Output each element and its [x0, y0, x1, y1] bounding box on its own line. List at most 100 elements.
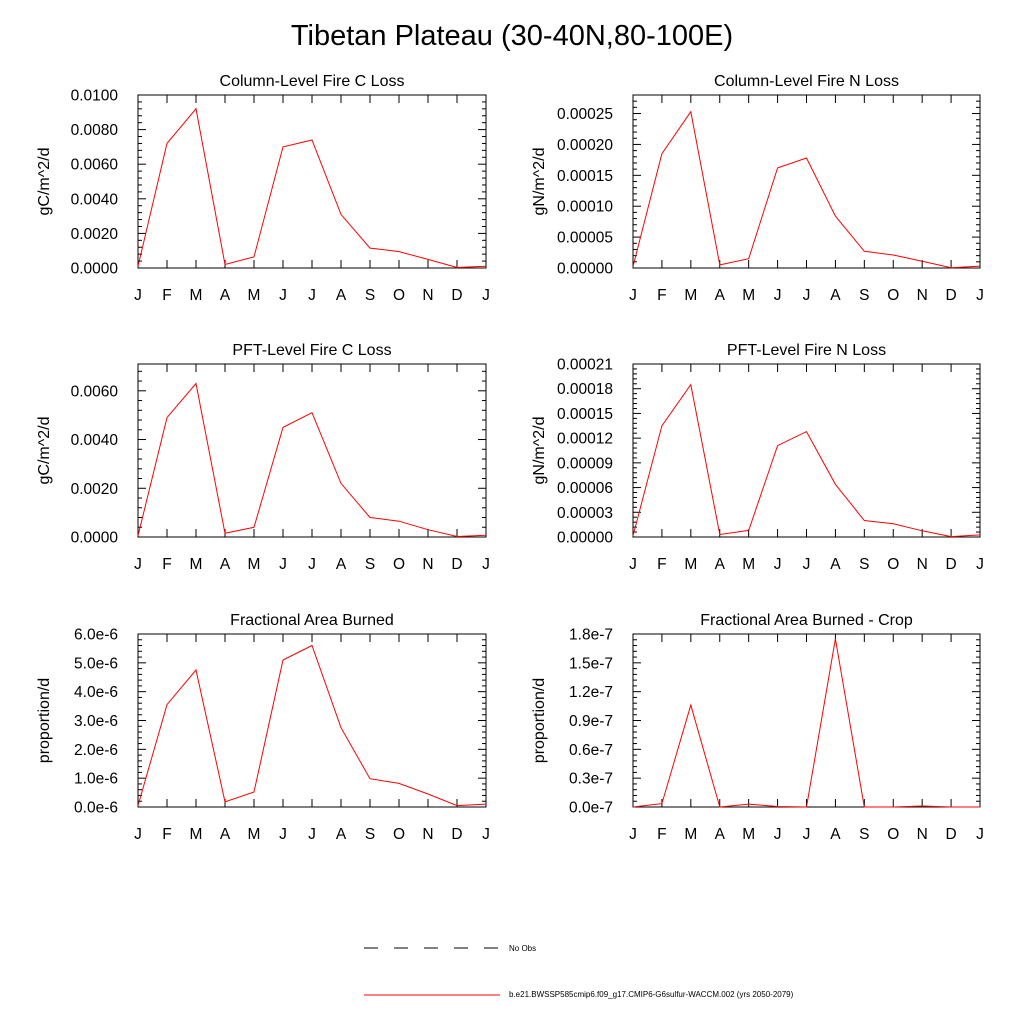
x-tick-label: J: [308, 287, 316, 304]
y-tick-label: 0.00003: [557, 505, 613, 522]
plot-frame: [137, 633, 487, 808]
series-line: [632, 110, 981, 269]
x-tick-label: J: [774, 556, 782, 573]
x-tick-label: A: [830, 287, 841, 304]
x-tick-label: J: [629, 556, 637, 573]
x-tick-label: O: [887, 556, 899, 573]
x-tick-label: M: [742, 556, 755, 573]
x-tick-label: S: [859, 826, 869, 843]
x-tick-label: N: [422, 287, 433, 304]
x-tick-label: N: [422, 556, 433, 573]
y-tick-label: 0.0060: [71, 383, 119, 400]
x-tick-label: O: [393, 556, 405, 573]
y-tick-label: 0.00018: [557, 381, 613, 398]
y-tick-label: 3.0e-6: [74, 713, 118, 730]
x-tick-label: M: [684, 287, 697, 304]
x-tick-label: D: [945, 826, 956, 843]
x-tick-label: N: [917, 556, 928, 573]
plot-frame: [632, 94, 981, 269]
chart-title: Column-Level Fire N Loss: [714, 73, 899, 90]
x-tick-label: D: [451, 556, 462, 573]
x-tick-label: J: [308, 556, 316, 573]
x-tick-label: M: [684, 826, 697, 843]
chart-title: Fractional Area Burned: [230, 612, 394, 629]
legend-label-no-obs: No Obs: [509, 944, 537, 953]
x-tick-label: M: [248, 287, 261, 304]
x-tick-label: S: [365, 826, 375, 843]
x-tick-label: J: [629, 287, 637, 304]
x-tick-label: M: [742, 826, 755, 843]
y-tick-label: 0.00000: [557, 261, 613, 278]
x-tick-label: A: [715, 287, 726, 304]
y-axis-label: gC/m^2/d: [36, 148, 53, 216]
y-tick-label: 4.0e-6: [74, 684, 118, 701]
x-tick-label: O: [393, 287, 405, 304]
y-tick-label: 0.00006: [557, 480, 613, 497]
x-tick-label: J: [629, 826, 637, 843]
x-tick-label: M: [248, 556, 261, 573]
y-tick-label: 0.0000: [71, 261, 119, 278]
x-tick-label: A: [336, 556, 347, 573]
x-tick-label: A: [220, 826, 231, 843]
x-tick-label: A: [715, 826, 726, 843]
series-line: [137, 107, 487, 269]
series-line: [632, 383, 981, 538]
x-tick-label: N: [422, 826, 433, 843]
y-tick-label: 5.0e-6: [74, 655, 118, 672]
x-tick-label: D: [451, 287, 462, 304]
y-tick-label: 1.5e-7: [569, 655, 613, 672]
x-tick-label: J: [134, 556, 142, 573]
x-tick-label: M: [248, 826, 261, 843]
y-tick-label: 0.0020: [71, 226, 119, 243]
y-tick-label: 2.0e-6: [74, 742, 118, 759]
y-tick-label: 0.3e-7: [569, 771, 613, 788]
x-tick-label: M: [742, 287, 755, 304]
legend: [364, 947, 500, 996]
y-tick-label: 1.0e-6: [74, 771, 118, 788]
y-tick-label: 0.00015: [557, 406, 613, 423]
y-tick-label: 0.0000: [71, 530, 119, 547]
y-axis-label: gC/m^2/d: [36, 417, 53, 485]
x-tick-label: J: [279, 826, 287, 843]
x-tick-label: J: [976, 287, 984, 304]
y-tick-label: 0.00005: [557, 230, 613, 247]
page-title: Tibetan Plateau (30-40N,80-100E): [290, 20, 734, 52]
x-tick-label: J: [279, 556, 287, 573]
x-tick-label: F: [162, 826, 171, 843]
y-axis-label: proportion/d: [531, 678, 548, 763]
y-tick-label: 0.00000: [557, 530, 613, 547]
x-tick-label: A: [336, 826, 347, 843]
x-tick-label: A: [220, 287, 231, 304]
y-tick-label: 0.0040: [71, 432, 119, 449]
x-tick-label: N: [917, 287, 928, 304]
x-tick-label: F: [657, 287, 666, 304]
y-tick-label: 0.0020: [71, 481, 119, 498]
x-tick-label: J: [482, 556, 490, 573]
chart-title: PFT-Level Fire C Loss: [232, 342, 391, 359]
x-tick-label: J: [774, 826, 782, 843]
x-tick-label: J: [134, 826, 142, 843]
x-tick-label: J: [279, 287, 287, 304]
x-tick-label: M: [190, 556, 203, 573]
y-tick-label: 0.6e-7: [569, 742, 613, 759]
y-tick-label: 0.00015: [557, 168, 613, 185]
series-line: [137, 382, 487, 538]
x-tick-label: J: [803, 287, 811, 304]
y-axis-label: gN/m^2/d: [531, 148, 548, 216]
chart-title: Column-Level Fire C Loss: [220, 73, 405, 90]
x-tick-label: A: [220, 556, 231, 573]
x-tick-label: D: [945, 556, 956, 573]
series-line: [632, 638, 980, 808]
x-tick-label: J: [482, 826, 490, 843]
chart-panel-4: PFT-Level Fire N Loss gN/m^2/d 0.00000 0.00…: [531, 342, 984, 573]
x-tick-label: O: [887, 826, 899, 843]
chart-panel-1: Column-Level Fire C Loss gC/m^2/d 0.0000 0.…: [36, 73, 490, 304]
y-tick-label: 0.00025: [557, 106, 613, 123]
y-tick-label: 0.0e-6: [74, 800, 118, 817]
x-tick-label: O: [887, 287, 899, 304]
x-tick-label: J: [803, 556, 811, 573]
x-tick-label: F: [162, 287, 171, 304]
y-tick-label: 0.00010: [557, 199, 613, 216]
x-tick-label: J: [976, 556, 984, 573]
